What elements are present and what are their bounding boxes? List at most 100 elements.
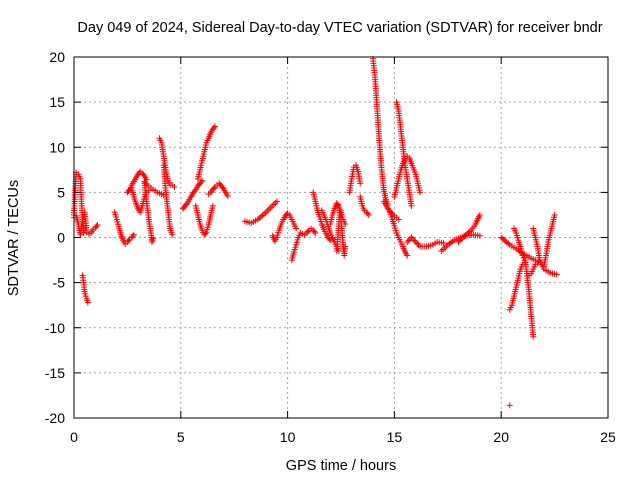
series-s26 xyxy=(387,209,411,259)
series-s3 xyxy=(79,272,91,306)
data-point xyxy=(191,188,198,195)
data-point xyxy=(125,188,132,195)
data-point xyxy=(476,232,483,239)
data-point xyxy=(198,178,205,185)
data-point xyxy=(505,240,512,247)
series-s37 xyxy=(530,211,558,270)
data-point xyxy=(129,233,136,240)
data-point xyxy=(312,229,319,236)
series-s24 xyxy=(370,55,391,209)
series-s33 xyxy=(506,259,528,313)
data-point xyxy=(395,216,402,223)
data-point xyxy=(224,192,231,199)
data-point xyxy=(408,202,415,209)
y-tick-label: -20 xyxy=(45,410,65,426)
series-s29 xyxy=(404,234,447,250)
series-s23 xyxy=(357,193,372,218)
data-point xyxy=(202,230,209,237)
data-point xyxy=(334,201,341,208)
series-s35 xyxy=(521,252,537,340)
data-point xyxy=(210,185,217,192)
data-point xyxy=(219,184,226,191)
data-point xyxy=(409,236,416,243)
data-point xyxy=(84,299,91,306)
y-tick-label: 15 xyxy=(49,94,65,110)
series-s31 xyxy=(455,211,483,246)
data-point xyxy=(412,239,419,246)
x-tick-label: 0 xyxy=(70,429,78,445)
data-point xyxy=(183,201,190,208)
data-point xyxy=(94,221,101,228)
data-point xyxy=(408,234,415,241)
data-point xyxy=(125,237,132,244)
data-point xyxy=(342,243,349,250)
x-tick-label: 15 xyxy=(387,429,403,445)
x-tick-label: 5 xyxy=(177,429,185,445)
series-s10 xyxy=(160,162,176,238)
series-s9 xyxy=(156,135,178,190)
series-s8 xyxy=(141,180,157,246)
data-point xyxy=(440,239,447,246)
series-s21 xyxy=(333,207,349,259)
y-tick-label: 5 xyxy=(57,184,65,200)
data-point xyxy=(304,228,311,235)
y-tick-label: -10 xyxy=(45,320,65,336)
series-s14 xyxy=(205,180,231,199)
series-s18 xyxy=(310,189,336,244)
data-point xyxy=(506,402,513,409)
series-s11 xyxy=(179,177,206,212)
data-point xyxy=(171,183,178,190)
y-tick-label: -15 xyxy=(45,365,65,381)
y-axis-label: SDTVAR / TECUs xyxy=(6,180,22,296)
series-s22 xyxy=(346,162,364,196)
data-point xyxy=(365,211,372,218)
data-point xyxy=(415,242,422,249)
data-point xyxy=(140,171,147,178)
series-s2 xyxy=(71,209,101,238)
y-tick-label: 20 xyxy=(49,49,65,65)
y-tick-label: 10 xyxy=(49,139,65,155)
data-point xyxy=(364,210,371,217)
data-point xyxy=(476,211,483,218)
x-axis-label: GPS time / hours xyxy=(286,458,396,474)
data-point xyxy=(405,237,412,244)
data-point xyxy=(417,189,424,196)
series-s4 xyxy=(111,209,137,247)
data-points xyxy=(71,55,560,409)
data-point xyxy=(209,202,216,209)
x-tick-label: 25 xyxy=(600,429,616,445)
data-point xyxy=(273,198,280,205)
series-s12 xyxy=(194,123,218,182)
data-point xyxy=(211,123,218,130)
data-point xyxy=(130,231,137,238)
data-point xyxy=(530,333,537,340)
data-point xyxy=(404,239,411,246)
data-point xyxy=(551,211,558,218)
data-point xyxy=(411,237,418,244)
y-tick-label: -5 xyxy=(53,275,66,291)
data-point xyxy=(311,228,318,235)
data-point xyxy=(210,124,217,131)
series-s20 xyxy=(327,200,349,227)
data-point xyxy=(82,293,89,300)
series-s28 xyxy=(391,153,424,200)
series-s15 xyxy=(241,198,280,227)
data-point xyxy=(93,223,100,230)
chart-title: Day 049 of 2024, Sidereal Day-to-day VTE… xyxy=(77,20,602,36)
x-tick-label: 20 xyxy=(493,429,509,445)
data-point xyxy=(199,177,206,184)
series-s13 xyxy=(192,202,216,238)
data-point xyxy=(169,231,176,238)
data-point xyxy=(414,240,421,247)
data-point xyxy=(293,225,300,232)
data-point xyxy=(553,271,560,278)
series-s38 xyxy=(506,402,513,409)
data-point xyxy=(150,235,157,242)
series-s16 xyxy=(269,210,300,245)
data-point xyxy=(404,252,411,259)
axis-ticks: 0 5 10 15 20 25 -20 -15 -10 -5 0 5 10 15 20 xyxy=(45,49,616,445)
data-point xyxy=(466,228,473,235)
x-tick-label: 10 xyxy=(280,429,296,445)
y-tick-label: 0 xyxy=(57,230,65,246)
